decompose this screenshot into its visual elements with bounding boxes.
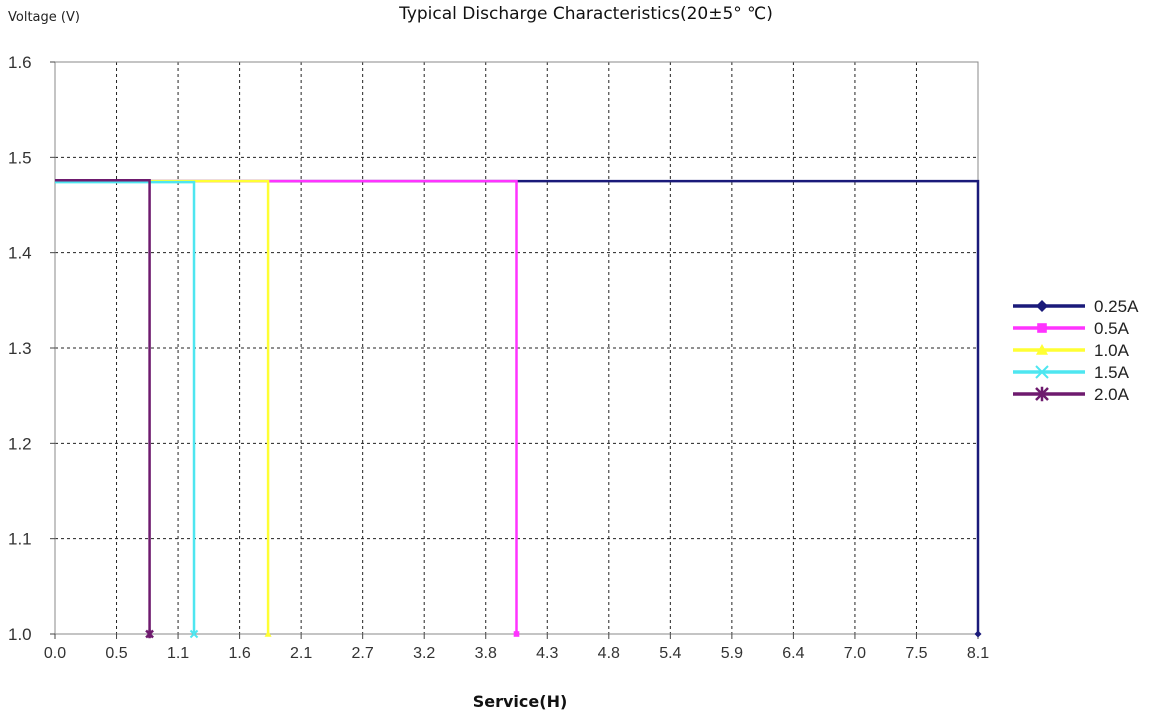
chart-title: Typical Discharge Characteristics(20±5° … [399,4,773,24]
x-axis-ticks: 0.0 0.5 1.1 1.6 2.1 2.7 3.2 3.8 4.3 4.8 5.4 5.9 6.4 7… [44,634,989,662]
x-tick-label: 7.5 [905,645,927,662]
y-tick-label: 1.6 [8,53,32,72]
series-marker-0.25A [974,630,982,638]
y-axis-label: Voltage (V) [8,10,80,25]
legend-marker-icon [1036,344,1048,355]
legend-marker-icon [1035,365,1049,379]
legend-marker-icon [1036,300,1048,312]
legend-label: 1.5A [1094,363,1130,382]
y-tick-label: 1.4 [8,244,32,263]
x-tick-label: 7.0 [844,645,866,662]
series-marker-1.0A [264,630,272,637]
legend-label: 0.5A [1094,319,1130,338]
series-lines [55,178,982,639]
series-line-2.0A [55,178,151,634]
series-line-0.5A [55,179,518,634]
x-tick-label: 1.1 [167,645,189,662]
series-marker-2.0A [145,629,154,639]
legend-label: 2.0A [1094,385,1130,404]
x-tick-label: 5.4 [659,645,681,662]
x-tick-label: 8.1 [967,645,989,662]
x-axis-label: Service(H) [472,692,568,711]
y-tick-label: 1.1 [8,530,32,549]
y-axis-ticks: 1.6 1.5 1.4 1.3 1.2 1.1 1.0 [8,53,55,644]
x-tick-label: 5.9 [721,645,743,662]
y-tick-label: 1.0 [8,625,32,644]
x-tick-label: 6.4 [782,645,804,662]
x-tick-label: 0.0 [44,645,66,662]
legend-marker-icon [1037,323,1047,333]
series-line-1.0A [55,179,270,634]
series-marker-1.5A [189,629,199,639]
x-tick-label: 4.3 [536,645,558,662]
series-line-1.5A [55,180,196,634]
y-tick-label: 1.2 [8,434,32,453]
legend-marker-icon [1035,386,1049,402]
legend-label: 1.0A [1094,341,1130,360]
x-tick-label: 2.7 [352,645,374,662]
y-tick-label: 1.5 [8,148,32,167]
series-marker-0.5A [513,631,520,637]
y-tick-label: 1.3 [8,339,32,358]
x-tick-label: 3.2 [413,645,435,662]
x-tick-label: 3.8 [475,645,497,662]
x-tick-label: 2.1 [290,645,312,662]
x-tick-label: 1.6 [228,645,250,662]
x-tick-label: 4.8 [598,645,620,662]
legend-label: 0.25A [1094,297,1139,316]
x-tick-label: 0.5 [105,645,127,662]
legend: 0.25A 0.5A 1.0A 1.5A 2.0A [1013,297,1139,404]
